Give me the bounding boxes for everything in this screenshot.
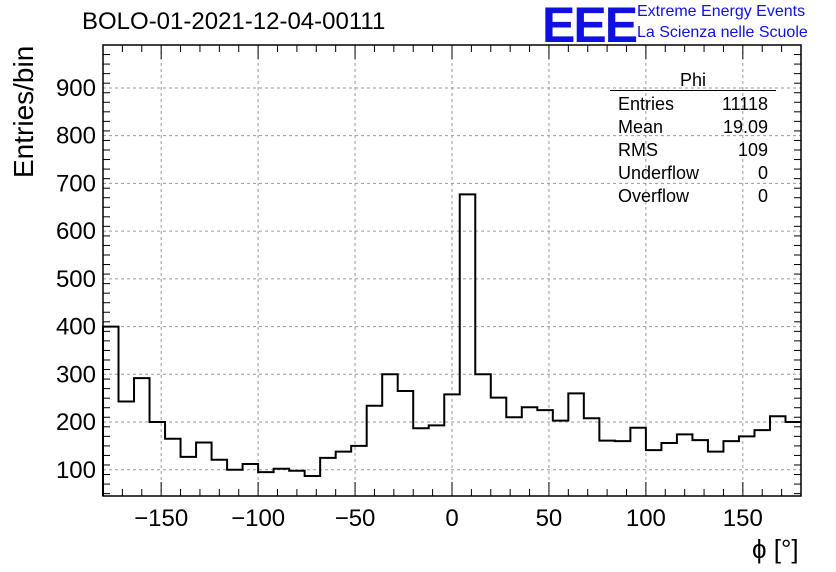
- y-tick-label: 800: [56, 123, 96, 150]
- x-axis-label: ϕ [°]: [752, 534, 799, 564]
- stats-row-entries: Entries 11118: [610, 93, 776, 116]
- y-tick-label: 300: [56, 361, 96, 388]
- stats-row-mean: Mean 19.09: [610, 116, 776, 139]
- stats-value: 0: [757, 163, 768, 183]
- grid-lines: [103, 45, 801, 496]
- stats-label: Underflow: [618, 163, 700, 183]
- x-tick-label: −100: [231, 505, 285, 532]
- y-tick-label: 500: [56, 266, 96, 293]
- stats-value: 109: [737, 140, 768, 160]
- axis-ticks: [102, 44, 802, 496]
- stats-row-underflow: Underflow 0: [610, 162, 776, 185]
- y-axis-label: Entries/bin: [8, 45, 39, 178]
- tick-labels: −150 −100 −50 0 50 100 150 100 200 300 400 500 600 70…: [56, 75, 763, 532]
- stats-label: Mean: [618, 117, 664, 137]
- logo-caption-line2: La Scienza nelle Scuole: [637, 24, 808, 41]
- y-tick-label: 600: [56, 218, 96, 245]
- stats-row-overflow: Overflow 0: [610, 185, 776, 208]
- stats-value: 0: [757, 186, 768, 206]
- stats-value: 19.09: [722, 117, 768, 137]
- stats-label: Overflow: [618, 186, 690, 206]
- logo-caption-line1: Extreme Energy Events: [637, 3, 806, 20]
- y-tick-label: 400: [56, 314, 96, 341]
- stats-label: RMS: [618, 140, 658, 160]
- x-tick-label: 50: [536, 505, 563, 532]
- x-tick-label: 0: [445, 505, 458, 532]
- x-tick-label: −50: [335, 505, 376, 532]
- y-tick-label: 700: [56, 170, 96, 197]
- y-tick-label: 200: [56, 409, 96, 436]
- y-tick-label: 100: [56, 457, 96, 484]
- stats-row-rms: RMS 109: [610, 139, 776, 162]
- x-tick-label: 150: [723, 505, 763, 532]
- stats-name: Phi: [679, 70, 706, 90]
- stats-box: Phi Entries 11118 Mean 19.09 RMS 109 Und…: [610, 70, 776, 208]
- stats-value: 11118: [721, 94, 768, 114]
- x-tick-label: 100: [626, 505, 666, 532]
- stats-label: Entries: [618, 94, 675, 114]
- eee-logo: EEE: [542, 0, 638, 53]
- y-tick-label: 900: [56, 75, 96, 102]
- x-tick-label: −150: [134, 505, 188, 532]
- histogram-series: [102, 193, 801, 496]
- stats-divider: [610, 90, 776, 91]
- run-title: BOLO-01-2021-12-04-00111: [82, 8, 386, 35]
